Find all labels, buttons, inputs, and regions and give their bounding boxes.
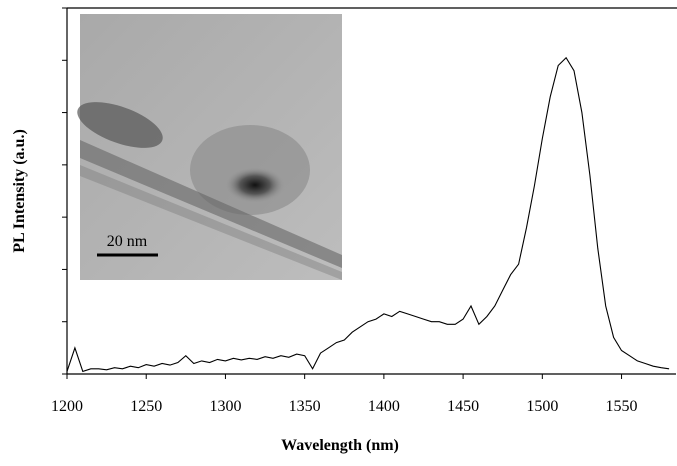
x-tick-label: 1550	[606, 398, 638, 415]
x-axis-title: Wavelength (nm)	[281, 437, 399, 454]
x-tick-label: 1300	[209, 398, 241, 415]
x-tick-label: 1500	[526, 398, 558, 415]
x-tick-label: 1450	[447, 398, 479, 415]
x-tick-label: 1400	[368, 398, 400, 415]
spectrum-line	[66, 56, 670, 373]
x-tick-label: 1350	[289, 398, 321, 415]
scale-bar-label: 20 nm	[107, 233, 148, 250]
x-tick-label: 1250	[130, 398, 162, 415]
y-axis-title: PL Intensity (a.u.)	[11, 129, 28, 253]
inset-image: 20 nm	[77, 14, 342, 280]
x-tick-label: 1200	[51, 398, 83, 415]
